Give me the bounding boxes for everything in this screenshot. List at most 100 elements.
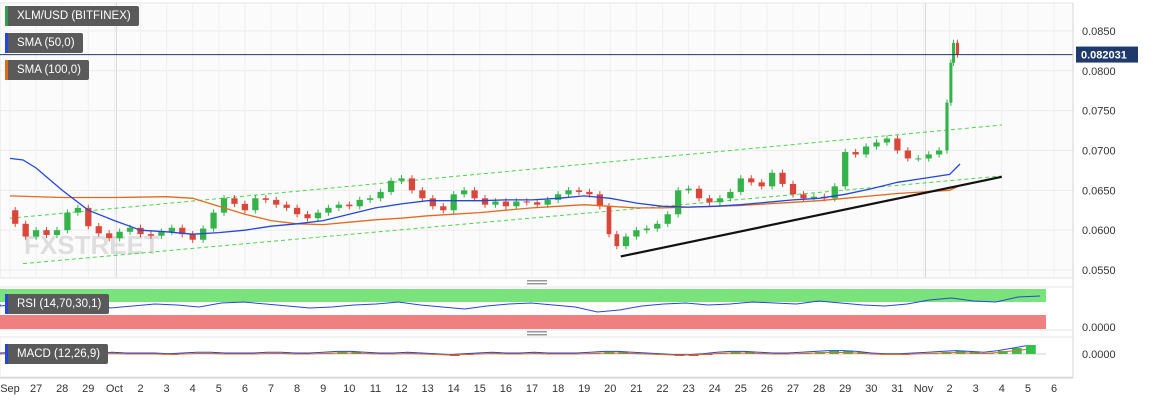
candle-body [949,62,953,103]
y-tick-label: 0.0750 [1082,106,1116,118]
candle-body [502,201,510,207]
candle-body [842,152,849,187]
candle-body [293,207,301,215]
x-tick-label: 12 [395,383,407,395]
candle-body [862,146,870,155]
candle-body [241,203,249,211]
x-tick-label: 14 [448,383,460,395]
candle-body [262,198,269,200]
candle-body [95,226,102,234]
x-tick-label: 27 [787,383,799,395]
chart-title: XLM/USD (BITFINEX) [5,6,139,26]
candle-body [779,172,786,184]
candle-body [675,190,682,215]
x-tick-label: 5 [1025,383,1031,395]
candle-body [554,194,562,200]
candle-body [544,199,551,205]
x-tick-label: 28 [813,383,825,395]
sma100-line [9,184,961,226]
x-tick-label: 2 [137,383,143,395]
x-tick-label: 26 [761,383,773,395]
trend-support-line [620,175,1003,258]
rsi-oversold-zone [0,315,1046,329]
x-tick-label: 23 [682,383,694,395]
candle-body [606,206,612,235]
rsi-swatch [5,294,8,314]
x-tick-label: 10 [343,383,355,395]
candle-body [894,138,901,151]
x-tick-label: 6 [1051,383,1057,395]
candle-body [377,191,384,199]
candle-body [325,207,332,213]
x-tick-label: 7 [268,383,274,395]
candle-body [873,142,880,147]
y-tick-label: 0.0600 [1082,225,1116,237]
channel-lower-line [23,175,1002,265]
candle-body [32,230,40,237]
candle-body [461,190,468,195]
candle-body [419,190,426,199]
candle-body [565,190,572,195]
panel-resize-handle [527,331,547,333]
x-tick-label: 2 [947,383,953,395]
candle-body [12,210,19,224]
x-tick-label: 5 [216,383,222,395]
rsi-label: RSI (14,70,30,1) [17,298,102,310]
candle-body [220,198,228,213]
candle-body [614,234,620,247]
candle-body [179,227,186,235]
x-tick-label: 4 [190,383,196,395]
candle-body [955,42,959,55]
candle-body [945,102,949,151]
candle-body [481,198,489,205]
candle-body [43,230,50,235]
x-tick-label: 3 [973,383,979,395]
sma50-label: SMA (50,0) [17,37,75,49]
candle-body [231,198,238,204]
last-price-value: 0.082031 [1081,50,1127,62]
candle-body [586,191,593,195]
candle-body [450,194,457,211]
candle-body [810,196,818,199]
candle-body [64,212,71,231]
candle-body [126,227,134,232]
macd-signal-line [0,349,1026,356]
candle-body [727,191,734,199]
x-tick-label: 15 [474,383,486,395]
x-tick-label: 16 [500,383,512,395]
candle-body [168,227,175,232]
chart-title-text: XLM/USD (BITFINEX) [17,10,131,22]
x-tick-label: 13 [421,383,433,395]
candle-body [596,194,603,207]
candle-body [883,138,891,143]
macd-label: MACD (12,26,9) [17,348,101,360]
x-tick-label: 29 [82,383,94,395]
sma100-swatch [5,60,8,80]
candle-body [622,236,630,247]
candle-body [789,183,797,195]
x-tick-label: 31 [891,383,903,395]
rsi-legend[interactable]: RSI (14,70,30,1) [5,294,110,314]
sma50-legend[interactable]: SMA (50,0) [5,33,83,53]
candle-body [22,223,29,237]
rsi-overbought-zone [0,289,1046,302]
candle-body [737,178,744,192]
candle-body [387,180,395,192]
macd-legend[interactable]: MACD (12,26,9) [5,344,109,364]
candle-body [158,231,165,236]
candle-body [189,234,196,240]
candle-body [852,152,859,155]
y-tick-label: 0.0850 [1082,26,1116,38]
x-tick-label: 30 [865,383,877,395]
sma100-legend[interactable]: SMA (100,0) [5,60,89,80]
candle-body [492,201,499,205]
candle-body [137,227,144,235]
x-tick-label: 24 [709,383,721,395]
candle-body [831,186,838,199]
x-tick-label: 4 [999,383,1005,395]
x-tick-label: 27 [30,383,42,395]
x-tick-label: 8 [294,383,300,395]
panel-resize-handle [527,283,547,285]
macd-axis-label: 0.0000 [1082,349,1116,361]
